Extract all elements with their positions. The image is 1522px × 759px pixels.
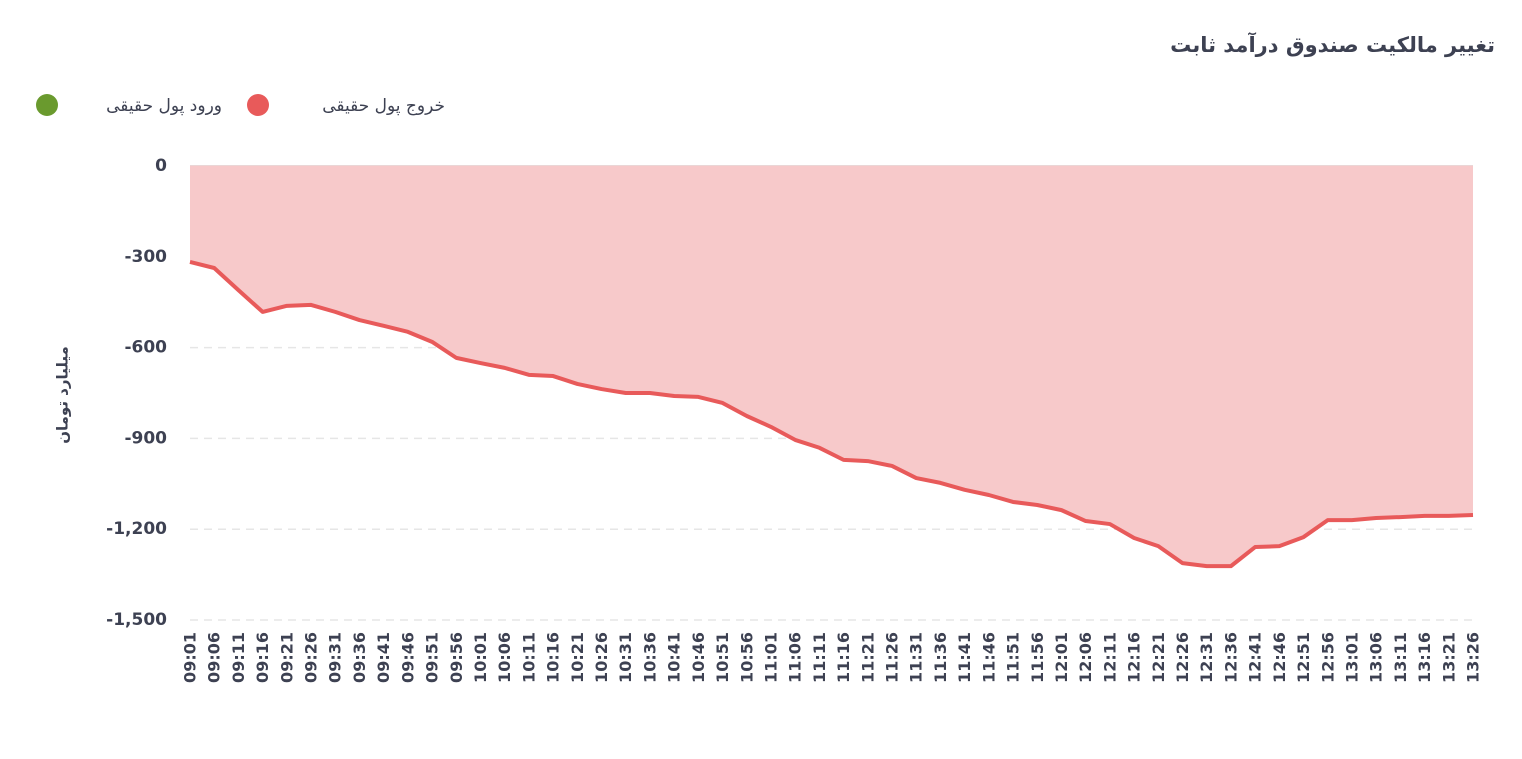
legend-marker xyxy=(247,94,269,116)
x-tick-label: 11:26 xyxy=(883,632,902,683)
area xyxy=(190,166,1473,567)
x-tick-label: 11:46 xyxy=(979,632,998,683)
x-tick-label: 11:06 xyxy=(786,632,805,683)
x-tick-label: 10:36 xyxy=(640,632,659,683)
x-tick-label: 10:56 xyxy=(737,632,756,683)
x-tick-label: 10:16 xyxy=(544,632,563,683)
x-tick-label: 09:26 xyxy=(302,632,321,683)
x-tick-label: 11:16 xyxy=(834,632,853,683)
x-tick-label: 13:16 xyxy=(1415,632,1434,683)
x-tick-label: 09:36 xyxy=(350,632,369,683)
x-tick-label: 10:51 xyxy=(713,632,732,683)
y-tick-label: -600 xyxy=(124,338,167,358)
x-tick-label: 09:16 xyxy=(253,632,272,683)
x-tick-label: 10:46 xyxy=(689,632,708,683)
x-tick-label: 13:26 xyxy=(1464,632,1483,683)
y-tick-label: -1,200 xyxy=(106,519,167,539)
x-tick-label: 11:51 xyxy=(1004,632,1023,683)
x-tick-label: 10:06 xyxy=(495,632,514,683)
x-tick-label: 09:01 xyxy=(181,632,200,683)
x-tick-label: 10:21 xyxy=(568,632,587,683)
y-axis-label: میلیارد تومان xyxy=(54,346,72,444)
x-tick-label: 10:01 xyxy=(471,632,490,683)
y-tick-label: -900 xyxy=(124,428,167,448)
x-tick-label: 09:06 xyxy=(205,632,224,683)
x-tick-label: 13:01 xyxy=(1342,632,1361,683)
x-tick-label: 10:11 xyxy=(519,632,538,683)
x-tick-label: 11:11 xyxy=(810,632,829,683)
x-tick-label: 12:36 xyxy=(1221,632,1240,683)
x-tick-label: 09:46 xyxy=(398,632,417,683)
x-tick-label: 12:51 xyxy=(1294,632,1313,683)
y-tick-label: -1,500 xyxy=(106,610,167,630)
x-tick-label: 12:56 xyxy=(1318,632,1337,683)
x-tick-label: 12:01 xyxy=(1052,632,1071,683)
x-tick-label: 12:11 xyxy=(1100,632,1119,683)
x-tick-label: 09:21 xyxy=(277,632,296,683)
x-tick-label: 11:21 xyxy=(858,632,877,683)
x-tick-label: 11:31 xyxy=(907,632,926,683)
x-tick-label: 12:26 xyxy=(1173,632,1192,683)
x-tick-label: 12:41 xyxy=(1246,632,1265,683)
x-tick-label: 13:21 xyxy=(1439,632,1458,683)
x-tick-label: 11:56 xyxy=(1028,632,1047,683)
line xyxy=(189,260,1474,569)
x-tick-label: 12:21 xyxy=(1149,632,1168,683)
y-tick-label: 0 xyxy=(155,156,167,176)
x-tick-label: 09:31 xyxy=(326,632,345,683)
legend-label: خروج پول حقیقی xyxy=(322,96,445,116)
chart-title: تغییر مالکیت صندوق درآمد ثابت xyxy=(1170,32,1495,57)
x-tick-label: 13:06 xyxy=(1367,632,1386,683)
x-tick-label: 11:36 xyxy=(931,632,950,683)
x-tick-label: 09:51 xyxy=(423,632,442,683)
x-tick-label: 09:56 xyxy=(447,632,466,683)
y-tick-label: -300 xyxy=(124,247,167,267)
x-tick-label: 09:41 xyxy=(374,632,393,683)
x-tick-label: 12:46 xyxy=(1270,632,1289,683)
x-tick-label: 12:06 xyxy=(1076,632,1095,683)
legend-label: ورود پول حقیقی xyxy=(106,96,222,116)
legend-marker xyxy=(36,94,58,116)
x-tick-label: 11:01 xyxy=(761,632,780,683)
x-tick-label: 10:41 xyxy=(665,632,684,683)
x-tick-label: 13:11 xyxy=(1391,632,1410,683)
x-tick-label: 11:41 xyxy=(955,632,974,683)
x-tick-label: 12:16 xyxy=(1125,632,1144,683)
x-tick-label: 10:31 xyxy=(616,632,635,683)
x-tick-label: 10:26 xyxy=(592,632,611,683)
x-tick-label: 09:11 xyxy=(229,632,248,683)
x-tick-label: 12:31 xyxy=(1197,632,1216,683)
